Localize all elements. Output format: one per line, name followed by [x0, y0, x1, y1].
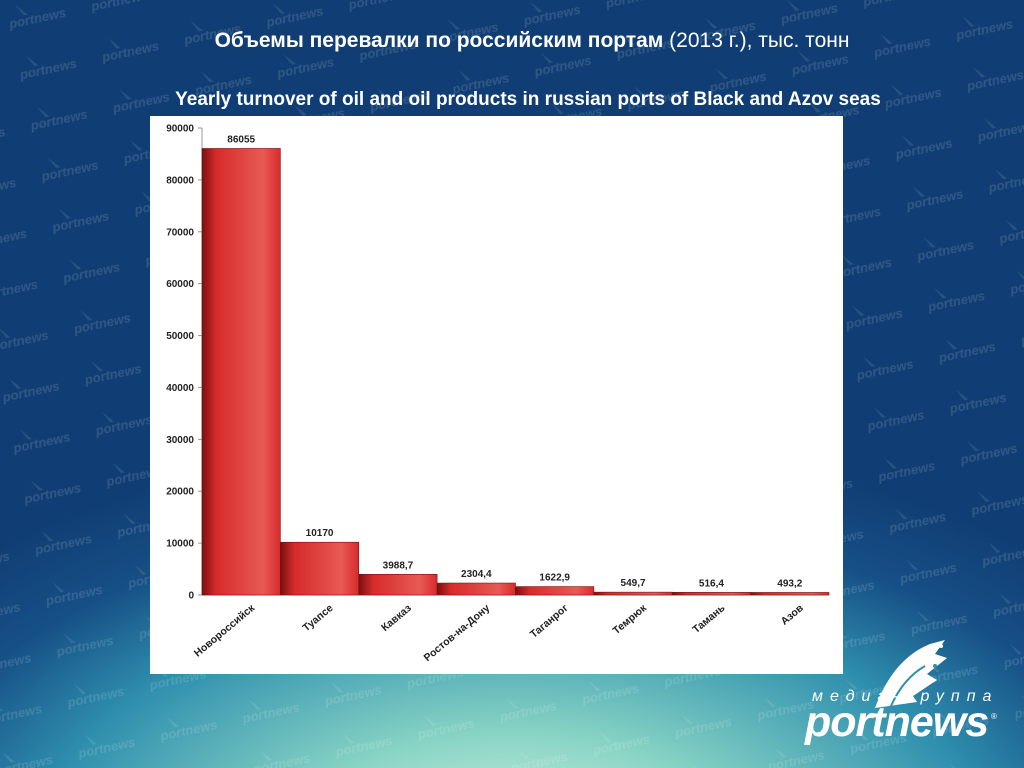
bar-value-label: 1622,9 [539, 573, 570, 584]
y-tick-label: 60000 [166, 279, 194, 290]
y-tick-label: 90000 [166, 124, 194, 135]
logo-registered-mark: ® [991, 712, 997, 721]
y-tick-label: 10000 [166, 539, 194, 550]
bar-value-label: 549,7 [621, 578, 646, 589]
y-tick-label: 70000 [166, 227, 194, 238]
bar [358, 574, 438, 596]
bar [515, 586, 595, 596]
bar-value-label: 493,2 [777, 578, 802, 589]
y-tick-label: 80000 [166, 175, 194, 186]
bar [671, 592, 751, 596]
y-tick-label: 20000 [166, 487, 194, 498]
page-title-ru-bold: Объемы перевалки по российским портам [214, 29, 664, 52]
bar-value-label: 10170 [306, 528, 334, 539]
bar [593, 591, 673, 596]
y-tick-label: 30000 [166, 435, 194, 446]
bar-value-label: 86055 [227, 134, 255, 145]
y-tick-label: 40000 [166, 383, 194, 394]
x-tick-label: Таганрог [528, 602, 571, 641]
page-title-en: Yearly turnover of oil and oil products … [175, 89, 881, 110]
bar [750, 592, 830, 596]
bar-value-label: 2304,4 [461, 569, 492, 580]
x-tick-label: Новороссийск [192, 602, 258, 660]
logo-tagline: медиа-группа [812, 688, 999, 705]
logo-ship-icon [875, 640, 947, 708]
x-tick-label: Ростов-на-Дону [422, 602, 493, 664]
bar [280, 541, 360, 596]
bar-value-label: 3988,7 [383, 560, 414, 571]
x-tick-label: Азов [779, 602, 807, 628]
bar-value-label: 516,4 [699, 578, 724, 589]
x-tick-label: Кавказ [379, 602, 414, 634]
page-title-ru-rest: (2013 г.), тыс. тонн [663, 29, 850, 52]
y-tick-label: 50000 [166, 331, 194, 342]
bar-chart: 0 10000 20000 30000 40000 50000 60000 70000 8000… [166, 124, 830, 664]
x-tick-label: Темрюк [611, 602, 650, 637]
x-tick-label: Тамань [690, 602, 727, 636]
bar [201, 148, 281, 596]
bar [436, 582, 516, 596]
y-tick-label: 0 [188, 591, 194, 602]
logo-wordmark: portnews [805, 698, 989, 746]
page-title-ru: Объемы перевалки по российским портам (2… [0, 29, 1024, 53]
x-tick-label: Туапсе [301, 602, 336, 634]
chart-panel: 0 10000 20000 30000 40000 50000 60000 70000 8000… [150, 116, 843, 674]
